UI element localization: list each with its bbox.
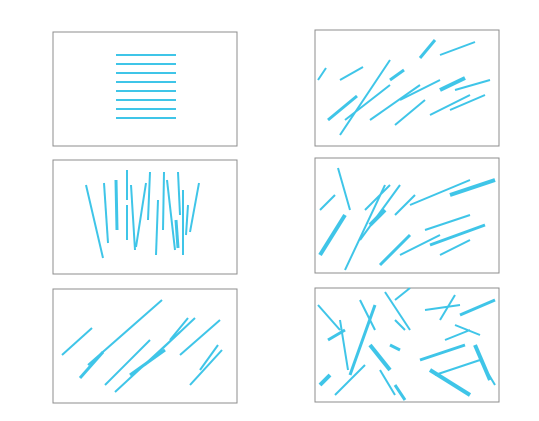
stroke-line bbox=[384, 291, 411, 331]
strokes bbox=[85, 170, 200, 259]
stroke-line bbox=[114, 179, 119, 231]
stroke-line bbox=[449, 94, 486, 111]
stroke-line bbox=[337, 167, 351, 211]
stroke-line bbox=[389, 68, 405, 82]
stroke-line bbox=[379, 369, 396, 396]
stroke-line bbox=[394, 287, 411, 301]
stroke-line bbox=[378, 233, 412, 267]
stroke-line bbox=[344, 184, 386, 271]
stroke-line bbox=[155, 199, 159, 256]
strokes bbox=[317, 39, 491, 136]
stroke-line bbox=[418, 39, 437, 59]
stroke-line bbox=[359, 299, 376, 331]
stroke-line bbox=[318, 373, 332, 387]
stroke-line bbox=[189, 182, 200, 233]
stroke-line bbox=[399, 234, 441, 256]
strokes bbox=[116, 54, 176, 119]
stroke-line bbox=[339, 66, 364, 81]
stroke-line bbox=[339, 59, 391, 136]
panel-1 bbox=[52, 31, 238, 147]
stroke-line bbox=[444, 329, 471, 341]
stroke-line bbox=[368, 208, 387, 227]
panel-2 bbox=[52, 159, 238, 275]
stroke-line bbox=[434, 359, 481, 376]
stroke-line bbox=[162, 171, 165, 231]
frame bbox=[52, 31, 238, 147]
stroke-line bbox=[454, 79, 491, 91]
stroke-line bbox=[429, 223, 486, 247]
stroke-line bbox=[439, 76, 466, 92]
stroke-line bbox=[439, 294, 456, 321]
stroke-line bbox=[334, 364, 366, 396]
stroke-line bbox=[185, 204, 189, 236]
stroke-line bbox=[439, 239, 471, 256]
stroke-line bbox=[429, 94, 471, 116]
panel-6 bbox=[314, 287, 500, 403]
stroke-line bbox=[166, 179, 176, 251]
stroke-line bbox=[339, 319, 349, 371]
panel-5 bbox=[314, 157, 500, 274]
stroke-line bbox=[189, 349, 223, 386]
stroke-line bbox=[348, 304, 377, 376]
panel-4 bbox=[314, 29, 500, 147]
strokes bbox=[317, 287, 496, 401]
stroke-line bbox=[424, 304, 461, 311]
stroke-line bbox=[394, 99, 426, 126]
stroke-line bbox=[394, 319, 406, 331]
frame bbox=[52, 159, 238, 275]
frame bbox=[314, 287, 500, 403]
stroke-line bbox=[147, 171, 151, 221]
strokes bbox=[318, 167, 496, 271]
stroke-line bbox=[130, 184, 136, 251]
stroke-line bbox=[364, 184, 391, 211]
stroke-line bbox=[344, 84, 391, 121]
stroke-line bbox=[479, 359, 496, 386]
stroke-line bbox=[409, 179, 471, 206]
stroke-line bbox=[174, 219, 180, 249]
stroke-line bbox=[177, 171, 181, 216]
stroke-line bbox=[394, 194, 416, 216]
stroke-line bbox=[428, 368, 472, 397]
stroke-line bbox=[61, 327, 93, 356]
stroke-line bbox=[317, 67, 327, 81]
stroke-line bbox=[199, 344, 219, 371]
frame bbox=[314, 29, 500, 147]
stroke-line bbox=[369, 84, 421, 121]
stroke-line bbox=[317, 304, 341, 331]
stroke-line bbox=[87, 299, 163, 366]
stroke-line bbox=[419, 343, 466, 362]
stroke-line bbox=[424, 214, 471, 231]
panel-3 bbox=[52, 288, 238, 404]
stroke-line bbox=[144, 317, 196, 366]
stroke-line bbox=[389, 343, 401, 352]
stroke-line bbox=[459, 298, 496, 317]
stroke-line bbox=[319, 194, 336, 211]
stroke-line bbox=[368, 343, 392, 372]
stroke-line bbox=[135, 182, 147, 248]
stroke-line bbox=[104, 339, 151, 386]
stroke-line bbox=[327, 94, 358, 122]
stroke-line bbox=[449, 178, 496, 197]
stroke-line bbox=[85, 184, 104, 259]
stroke-line bbox=[393, 384, 407, 401]
stroke-line bbox=[169, 317, 189, 341]
stroke-line bbox=[439, 41, 476, 56]
stroke-line bbox=[103, 182, 109, 244]
stroke-line bbox=[179, 319, 221, 356]
strokes bbox=[61, 299, 223, 393]
stroke-line bbox=[399, 79, 441, 101]
stroke-line bbox=[318, 213, 347, 257]
